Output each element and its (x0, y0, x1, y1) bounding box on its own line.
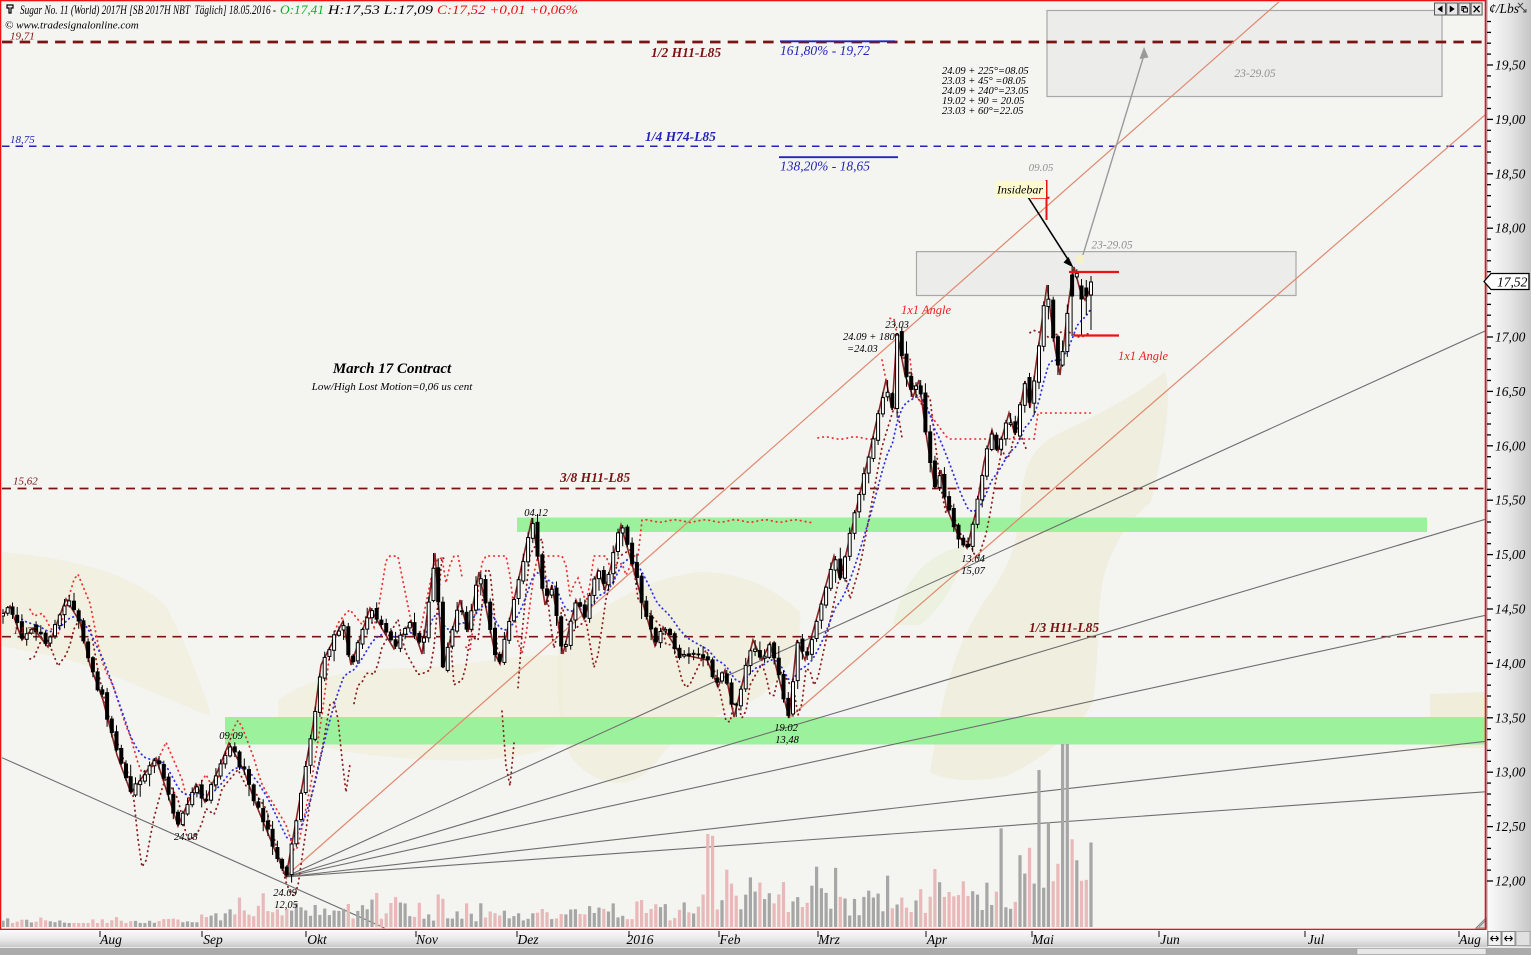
svg-text:Dez: Dez (517, 932, 540, 947)
svg-text:15,07: 15,07 (961, 566, 985, 577)
svg-text:19,00: 19,00 (1495, 112, 1526, 127)
svg-text:13.04: 13.04 (961, 554, 985, 565)
svg-text:Aug: Aug (1458, 932, 1481, 947)
svg-text:24.08: 24.08 (174, 832, 198, 843)
svg-text:19.02: 19.02 (774, 723, 798, 734)
svg-text:Nov: Nov (415, 932, 438, 947)
svg-text:18,00: 18,00 (1495, 221, 1526, 236)
svg-text:2016: 2016 (627, 932, 654, 947)
svg-text:1/2 H11-L85: 1/2 H11-L85 (651, 45, 721, 60)
svg-text:23-29.05: 23-29.05 (1091, 240, 1132, 252)
svg-text:14,25: 14,25 (13, 625, 38, 637)
svg-text:19,71: 19,71 (10, 31, 35, 43)
svg-text:1x1 Angle: 1x1 Angle (901, 303, 952, 317)
svg-text:16,50: 16,50 (1495, 384, 1526, 399)
svg-text:Mrz: Mrz (817, 932, 840, 947)
svg-text:H:17,53 L:17,09: H:17,53 L:17,09 (327, 2, 434, 17)
svg-text:=24.03: =24.03 (847, 344, 878, 355)
svg-text:Sep: Sep (203, 932, 223, 947)
svg-text:12,50: 12,50 (1495, 819, 1526, 834)
svg-text:23.03 + 45° =08.05: 23.03 + 45° =08.05 (942, 76, 1026, 87)
svg-text:24.09 + 225°=08.05: 24.09 + 225°=08.05 (942, 66, 1029, 77)
svg-text:Mai: Mai (1031, 932, 1054, 947)
svg-text:Apr: Apr (926, 932, 948, 947)
svg-text:17,00: 17,00 (1495, 330, 1526, 345)
svg-text:12,05: 12,05 (274, 900, 298, 911)
svg-text:Aug: Aug (99, 932, 122, 947)
svg-text:12,00: 12,00 (1495, 874, 1526, 889)
svg-text:23.03 + 60°=22.05: 23.03 + 60°=22.05 (942, 106, 1023, 117)
svg-text:Jul: Jul (1308, 932, 1325, 947)
svg-text:161,80% - 19,72: 161,80% - 19,72 (780, 43, 870, 58)
svg-text:16,00: 16,00 (1495, 438, 1526, 453)
svg-text:Jun: Jun (1160, 932, 1180, 947)
svg-text:23-29.05: 23-29.05 (1234, 68, 1275, 80)
svg-text:1x1 Angle: 1x1 Angle (1118, 349, 1169, 363)
svg-text:O:17,41: O:17,41 (280, 2, 324, 17)
svg-text:15,00: 15,00 (1495, 547, 1526, 562)
svg-text:18,50: 18,50 (1495, 166, 1526, 181)
svg-text:C:17,52 +0,01 +0,06%: C:17,52 +0,01 +0,06% (437, 2, 578, 17)
svg-text:13,00: 13,00 (1495, 765, 1526, 780)
svg-text:1/4 H74-L85: 1/4 H74-L85 (645, 129, 716, 144)
svg-text:09.09: 09.09 (219, 731, 243, 742)
svg-text:19,50: 19,50 (1495, 58, 1526, 73)
svg-text:19.02 + 90 = 20.05: 19.02 + 90 = 20.05 (942, 96, 1024, 107)
svg-text:09.05: 09.05 (1029, 162, 1054, 174)
svg-text:March 17 Contract: March 17 Contract (332, 361, 452, 377)
svg-text:Okt: Okt (307, 932, 328, 947)
svg-text:Feb: Feb (719, 932, 741, 947)
svg-text:Low/High Lost Motion=0,06 us c: Low/High Lost Motion=0,06 us cent (311, 381, 473, 393)
svg-text:© www.tradesignalonline.com: © www.tradesignalonline.com (5, 20, 139, 32)
svg-text:23.03: 23.03 (885, 320, 909, 331)
svg-text:14,50: 14,50 (1495, 602, 1526, 617)
svg-text:18,75: 18,75 (10, 134, 35, 146)
svg-text:Insidebar: Insidebar (996, 183, 1043, 197)
svg-text:24.09 + 240°=23.05: 24.09 + 240°=23.05 (942, 86, 1029, 97)
svg-text:04.12: 04.12 (524, 508, 548, 519)
svg-text:15,62: 15,62 (13, 476, 38, 488)
svg-text:¢/Lbs: ¢/Lbs (1489, 1, 1519, 16)
svg-text:13,50: 13,50 (1495, 710, 1526, 725)
svg-text:1/3 H11-L85: 1/3 H11-L85 (1029, 620, 1099, 635)
svg-text:13,48: 13,48 (775, 735, 799, 746)
svg-text:14,00: 14,00 (1495, 656, 1526, 671)
svg-text:3/8 H11-L85: 3/8 H11-L85 (559, 470, 630, 485)
svg-text:24.09 + 180°: 24.09 + 180° (843, 332, 900, 343)
svg-text:15,50: 15,50 (1495, 493, 1526, 508)
svg-text:138,20% - 18,65: 138,20% - 18,65 (780, 159, 870, 174)
svg-text:Sugar No. 11 (World) 2017H [SB: Sugar No. 11 (World) 2017H [SB 2017H NBT… (20, 2, 276, 17)
svg-text:24.09: 24.09 (273, 888, 297, 899)
svg-text:17,52: 17,52 (1497, 275, 1528, 290)
